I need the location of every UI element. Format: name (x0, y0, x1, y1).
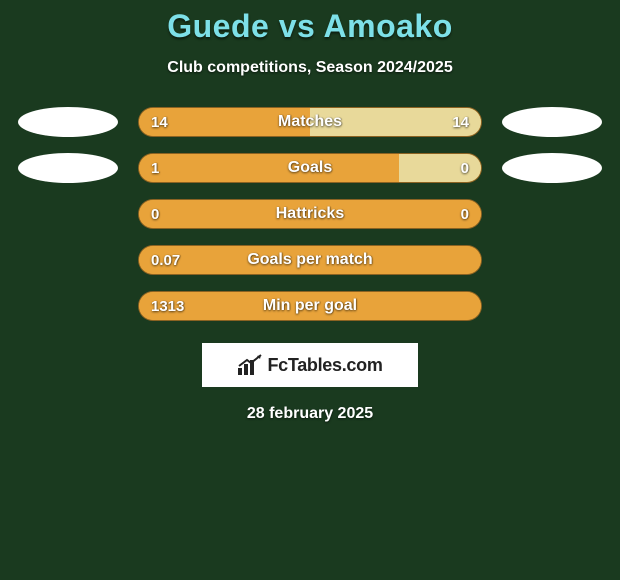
stat-label: Goals per match (139, 246, 481, 274)
stats-list: 14 Matches 14 1 Goals 0 0 Hatt (0, 107, 620, 321)
stat-bar-mpg: 1313 Min per goal (138, 291, 482, 321)
fctables-logo[interactable]: FcTables.com (202, 343, 418, 387)
stat-label: Goals (139, 154, 481, 182)
stat-row: 0.07 Goals per match (0, 245, 620, 275)
stat-row: 1 Goals 0 (0, 153, 620, 183)
stat-bar-matches: 14 Matches 14 (138, 107, 482, 137)
stat-label: Min per goal (139, 292, 481, 320)
stat-bar-hattricks: 0 Hattricks 0 (138, 199, 482, 229)
player-right-ellipse (502, 153, 602, 183)
stat-row: 14 Matches 14 (0, 107, 620, 137)
page-title: Guede vs Amoako (0, 8, 620, 45)
player-left-ellipse (18, 107, 118, 137)
stat-value-right: 14 (452, 108, 469, 136)
comparison-card: Guede vs Amoako Club competitions, Seaso… (0, 0, 620, 423)
player-left-ellipse (18, 153, 118, 183)
logo-text: FcTables.com (267, 355, 382, 376)
stat-bar-goals: 1 Goals 0 (138, 153, 482, 183)
subtitle: Club competitions, Season 2024/2025 (0, 59, 620, 77)
stat-row: 1313 Min per goal (0, 291, 620, 321)
stat-value-right: 0 (461, 154, 469, 182)
stat-bar-gpm: 0.07 Goals per match (138, 245, 482, 275)
date-label: 28 february 2025 (0, 405, 620, 423)
stat-label: Hattricks (139, 200, 481, 228)
stat-row: 0 Hattricks 0 (0, 199, 620, 229)
stat-value-right: 0 (461, 200, 469, 228)
player-right-ellipse (502, 107, 602, 137)
stat-label: Matches (139, 108, 481, 136)
chart-arrow-icon (237, 354, 263, 376)
